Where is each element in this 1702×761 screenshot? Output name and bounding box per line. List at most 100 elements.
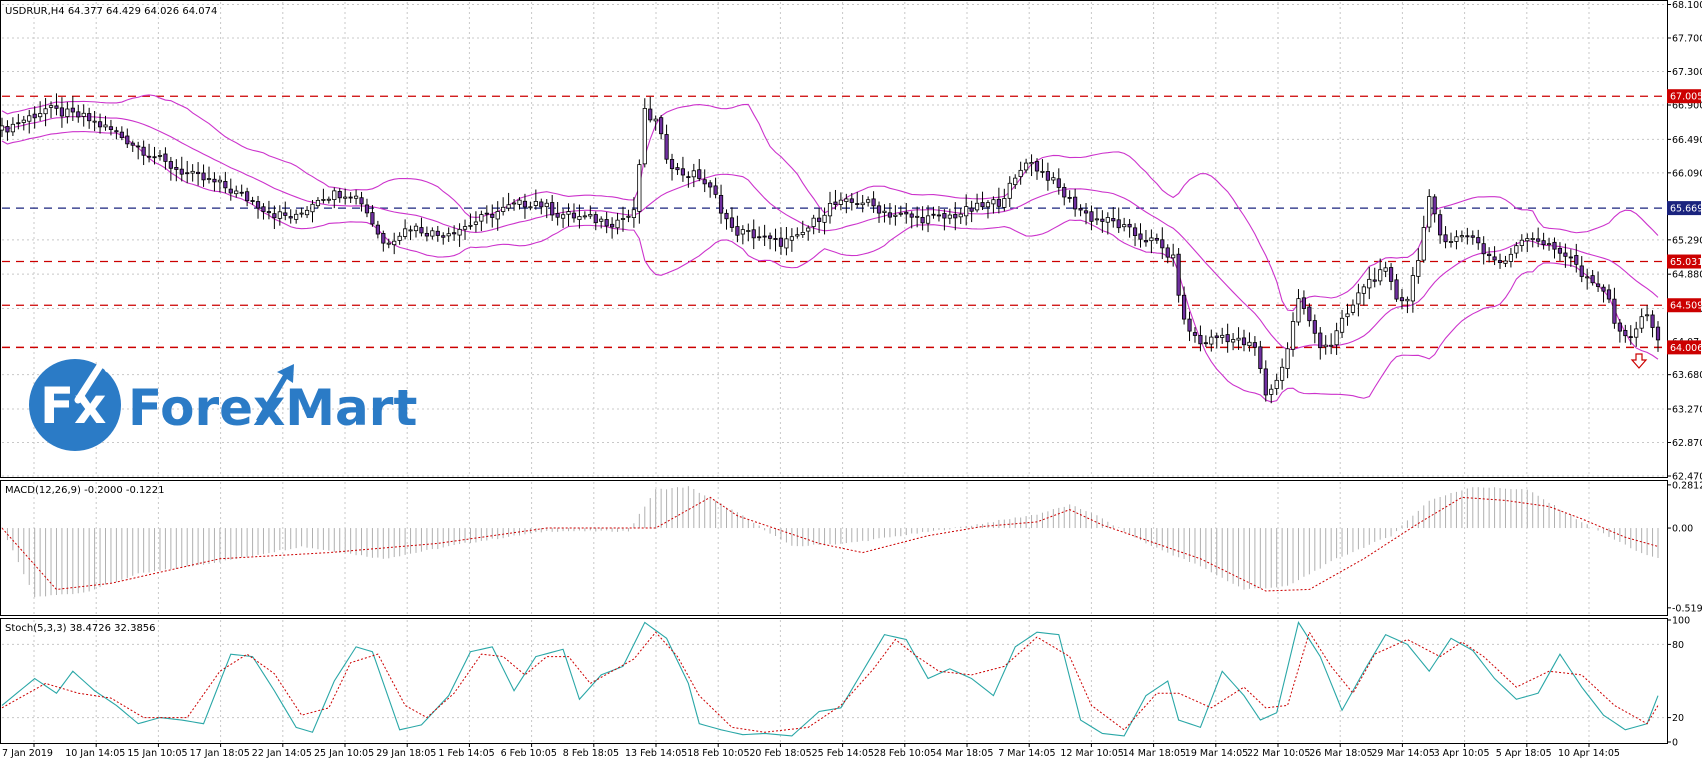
candle-body (718, 194, 724, 214)
candle-body (108, 126, 114, 130)
candle-body (304, 209, 310, 216)
candle-body (10, 123, 15, 133)
candle-body (560, 214, 566, 219)
candle-body (1111, 218, 1116, 222)
stoch-title: Stoch(5,3,3) 38.4726 32.3856 (5, 623, 156, 634)
time-axis-labels: 7 Jan 2019 10 Jan 14:05 15 Jan 10:05 17 Jan… (2, 743, 1620, 759)
candle-body (740, 229, 745, 235)
time-label: 20 Feb 18:05 (749, 748, 811, 759)
candle-body (430, 230, 435, 237)
candle-body (1154, 237, 1159, 241)
candle-body (272, 213, 277, 219)
candle-body (985, 202, 991, 208)
stoch-tick: 80 (1672, 640, 1684, 651)
time-label: 22 Mar 10:05 (1247, 748, 1310, 759)
candle-body (70, 107, 75, 113)
candle-body (1214, 335, 1219, 339)
candle-body (397, 235, 402, 241)
time-label: 10 Apr 14:05 (1558, 748, 1620, 759)
candle-body (1421, 227, 1426, 261)
candle-body (441, 235, 446, 238)
candle-body (1492, 256, 1497, 261)
candle-body (1595, 283, 1601, 287)
price-tick: 66.490 (1672, 135, 1702, 146)
candle-body (152, 156, 157, 159)
candle-body (1274, 379, 1279, 389)
candle-body (337, 191, 342, 199)
candle-body (1579, 265, 1584, 277)
time-label: 10 Jan 14:05 (65, 748, 125, 759)
candle-body (1301, 297, 1307, 309)
price-tick: 65.290 (1672, 235, 1702, 246)
candle-body (239, 191, 244, 194)
candle-body (686, 176, 691, 179)
candle-body (964, 206, 969, 217)
logo-text: ForexMart (128, 379, 417, 437)
candle-body (462, 226, 468, 230)
macd-tick: 0.2812 (1672, 480, 1702, 491)
candle-body (1361, 286, 1366, 294)
candle-body (201, 172, 206, 181)
price-tick: 68.100 (1672, 0, 1702, 11)
candle-body (1220, 334, 1225, 338)
candle-body (446, 233, 451, 237)
candle-body (1127, 223, 1132, 228)
candle-body (228, 188, 233, 194)
candle-body (255, 201, 261, 209)
time-label: 6 Feb 10:05 (501, 748, 557, 759)
level-tag-label: 65.031 (1670, 257, 1702, 268)
candle-body (909, 213, 914, 218)
candle-body (1476, 237, 1481, 244)
time-label: 26 Mar 18:05 (1309, 748, 1372, 759)
candle-body (947, 214, 952, 219)
candle-body (81, 112, 86, 117)
time-label: 18 Feb 10:05 (687, 748, 749, 759)
candle-body (1432, 196, 1437, 215)
candle-body (827, 202, 833, 217)
candle-body (457, 228, 462, 236)
candle-body (920, 216, 925, 224)
candle-body (1318, 332, 1323, 348)
candle-body (1394, 279, 1399, 300)
candle-body (680, 168, 686, 176)
candle-body (729, 217, 735, 228)
candle-body (1241, 337, 1247, 346)
candle-body (212, 178, 217, 183)
price-tick: 64.880 (1672, 270, 1702, 281)
candle-body (904, 211, 909, 215)
candle-body (1094, 218, 1100, 221)
grid-lines (2, 2, 1667, 742)
candle-body (364, 204, 370, 214)
candle-body (773, 238, 778, 240)
candle-body (1187, 318, 1192, 332)
candle-body (1209, 336, 1214, 345)
price-tick: 62.470 (1672, 472, 1702, 483)
candle-body (370, 212, 375, 225)
candle-body (1285, 348, 1290, 369)
candle-body (92, 120, 97, 123)
logo-arrow (256, 364, 294, 422)
candle-body (593, 214, 598, 224)
candle-body (566, 211, 571, 215)
candle-body (1438, 214, 1443, 236)
price-tick: 63.680 (1672, 370, 1702, 381)
candle-body (915, 215, 920, 218)
candle-body (795, 234, 800, 237)
arrow-up-icon (74, 347, 115, 404)
candle-body (321, 198, 326, 201)
time-label: 5 Apr 18:05 (1496, 748, 1552, 759)
logo-fx: Fx (40, 377, 106, 435)
candle-body (876, 205, 882, 214)
band-lower (1, 130, 1659, 403)
candle-body (1634, 328, 1639, 338)
candle-body (746, 230, 751, 232)
candle-body (21, 119, 26, 123)
level-tag (1667, 298, 1701, 313)
candle-body (1481, 243, 1486, 255)
candle-body (1198, 335, 1203, 345)
candle-body (1269, 388, 1274, 395)
candle-body (571, 212, 577, 219)
time-label: 19 Mar 14:05 (1185, 748, 1248, 759)
candle-body (1405, 298, 1410, 302)
